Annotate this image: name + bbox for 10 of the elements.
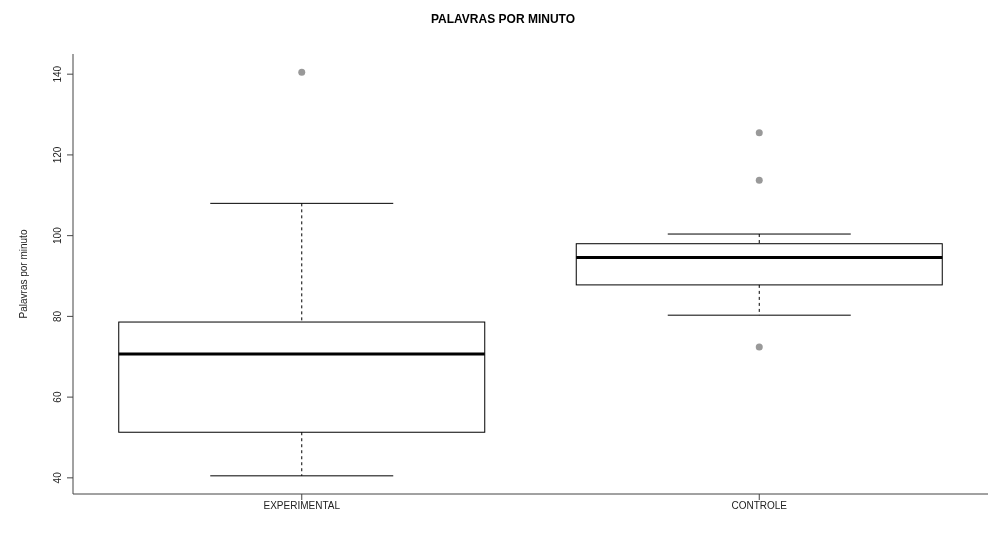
y-tick-label: 120 [52,146,63,164]
x-tick-label: CONTROLE [731,500,788,512]
y-tick-label: 140 [52,65,63,83]
y-axis-title: Palavras por minuto [17,229,29,319]
y-tick-label: 40 [52,471,63,484]
x-tick-label: EXPERIMENTAL [263,500,341,512]
y-tick-label: 80 [52,310,63,322]
chart-title: PALAVRAS POR MINUTO [430,11,576,28]
y-tick-label: 100 [52,226,63,244]
y-tick-label: 60 [52,391,63,403]
